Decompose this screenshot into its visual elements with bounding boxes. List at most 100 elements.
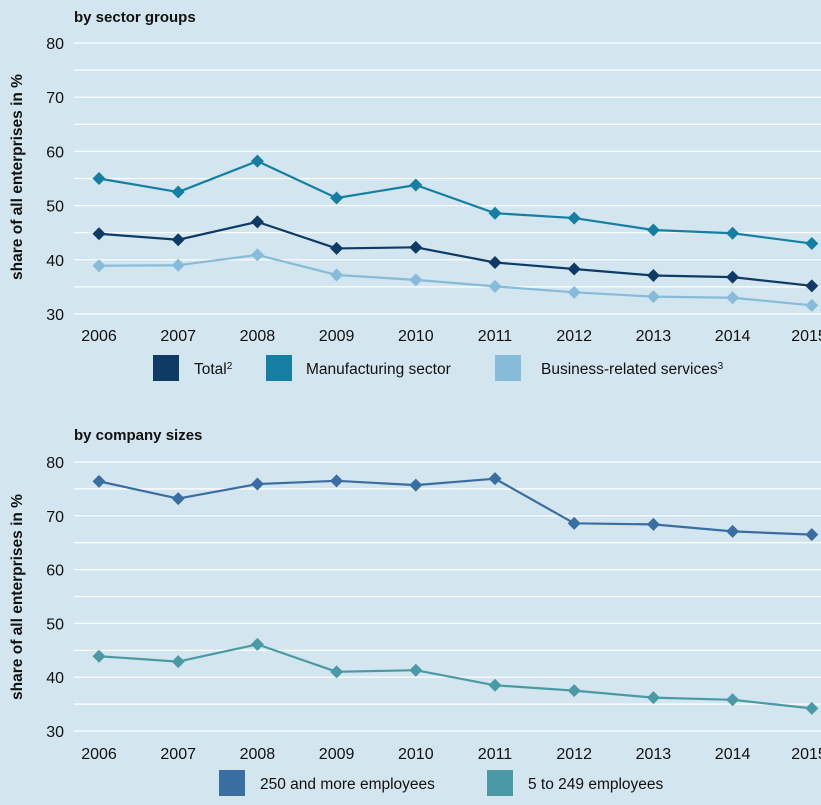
legend-label: Total2 [194,361,233,379]
x-tick-label-text: 2011 [478,328,513,345]
data-point-marker [805,701,819,715]
y-tick-label: 80 [46,36,64,53]
x-tick-label-text: 2015 [791,746,821,763]
data-point-marker [488,279,502,293]
data-point-marker [726,270,740,284]
series-line [98,477,812,536]
x-tick-label-text: 2015 [791,328,821,345]
legend: Total2 Manufacturing sector Business-relat… [153,355,724,381]
series-2 [92,637,819,715]
data-point-marker [567,211,581,225]
legend-label-text: 250 and more employees [260,776,435,793]
x-tick-label-text: 2012 [556,746,592,763]
x-tick-label: 20151 [791,746,821,764]
y-tick-label: 60 [46,144,64,161]
x-tick-label-text: 2013 [636,746,672,763]
data-point-marker [250,248,264,262]
data-point-marker [330,241,344,255]
data-point-marker [646,290,660,304]
data-point-marker [805,279,819,293]
x-tick-label-text: 2012 [556,328,592,345]
data-point-marker [409,240,423,254]
chart-subtitle: by company sizes [74,427,202,444]
series-line [98,253,812,307]
x-tick-label-text: 2008 [240,746,276,763]
y-tick-label-text: 40 [46,670,64,687]
x-tick-label: 2006 [81,746,117,763]
data-point-marker [330,474,344,488]
data-point-marker [805,298,819,312]
y-tick-label: 30 [46,307,64,324]
legend: 250 and more employees 5 to 249 employees [219,770,664,796]
legend-swatch [495,355,521,381]
data-point-marker [92,649,106,663]
data-point-marker [646,269,660,283]
chart-panel-2: by company sizes share of all enterprises… [9,427,821,796]
data-point-marker [92,474,106,488]
series-line [98,160,812,245]
data-point-marker [488,472,502,486]
x-tick-label: 2007 [160,746,196,763]
x-tick-label: 20151 [791,328,821,346]
y-tick-label-text: 50 [46,616,64,633]
y-tick-label-text: 50 [46,199,64,216]
x-tick-label: 2012 [556,746,592,763]
legend-label-footnote: 2 [227,361,233,372]
chart-panel-1: by sector groups share of all enterprises… [9,9,821,381]
series-line [98,220,812,287]
gridlines [74,461,821,732]
y-tick-label-text: 60 [46,144,64,161]
legend-label-text: 5 to 249 employees [528,776,664,793]
data-point-marker [646,691,660,705]
y-axis-label-text: share of all enterprises in % [9,74,26,280]
series-1 [92,215,819,293]
legend-swatch [153,355,179,381]
gridlines [74,42,821,315]
data-point-marker [726,226,740,240]
y-tick-label: 50 [46,199,64,216]
data-point-marker [171,258,185,272]
y-axis-label: share of all enterprises in % [9,494,26,700]
y-axis-label: share of all enterprises in % [9,74,26,280]
x-tick-label: 2006 [81,328,117,345]
data-point-marker [726,693,740,707]
chart-subtitle-text: by sector groups [74,9,196,26]
data-point-marker [409,478,423,492]
series-3 [92,248,819,312]
x-tick-label-text: 2013 [636,328,672,345]
x-tick-label: 2013 [636,746,672,763]
y-tick-label-text: 60 [46,563,64,580]
data-point-marker [567,262,581,276]
data-point-marker [409,178,423,192]
data-point-marker [250,637,264,651]
legend-label-text: Business-related services [541,361,718,378]
data-point-marker [171,185,185,199]
x-tick-label: 2012 [556,328,592,345]
y-tick-label-text: 70 [46,509,64,526]
y-tick-label: 70 [46,509,64,526]
y-tick-label-text: 30 [46,724,64,741]
x-tick-label: 2014 [715,746,751,763]
x-tick-label-text: 2011 [478,746,513,763]
data-point-marker [726,524,740,538]
legend-label-footnote: 3 [718,361,724,372]
data-point-marker [171,492,185,506]
x-tick-label-text: 2014 [715,746,751,763]
data-point-marker [171,233,185,247]
y-tick-label-text: 80 [46,455,64,472]
y-tick-label: 70 [46,90,64,107]
series-2 [92,154,819,251]
legend-label: 5 to 249 employees [528,776,664,793]
y-tick-label: 50 [46,616,64,633]
data-point-marker [805,237,819,251]
x-tick-label: 2010 [398,328,434,345]
data-point-marker [409,663,423,677]
x-tick-label-text: 2009 [319,328,355,345]
x-tick-label-text: 2008 [240,328,276,345]
data-point-marker [646,517,660,531]
y-tick-label-text: 40 [46,253,64,270]
data-point-marker [330,191,344,205]
legend-label: 250 and more employees [260,776,435,793]
legend-label-text: Manufacturing sector [306,361,451,378]
